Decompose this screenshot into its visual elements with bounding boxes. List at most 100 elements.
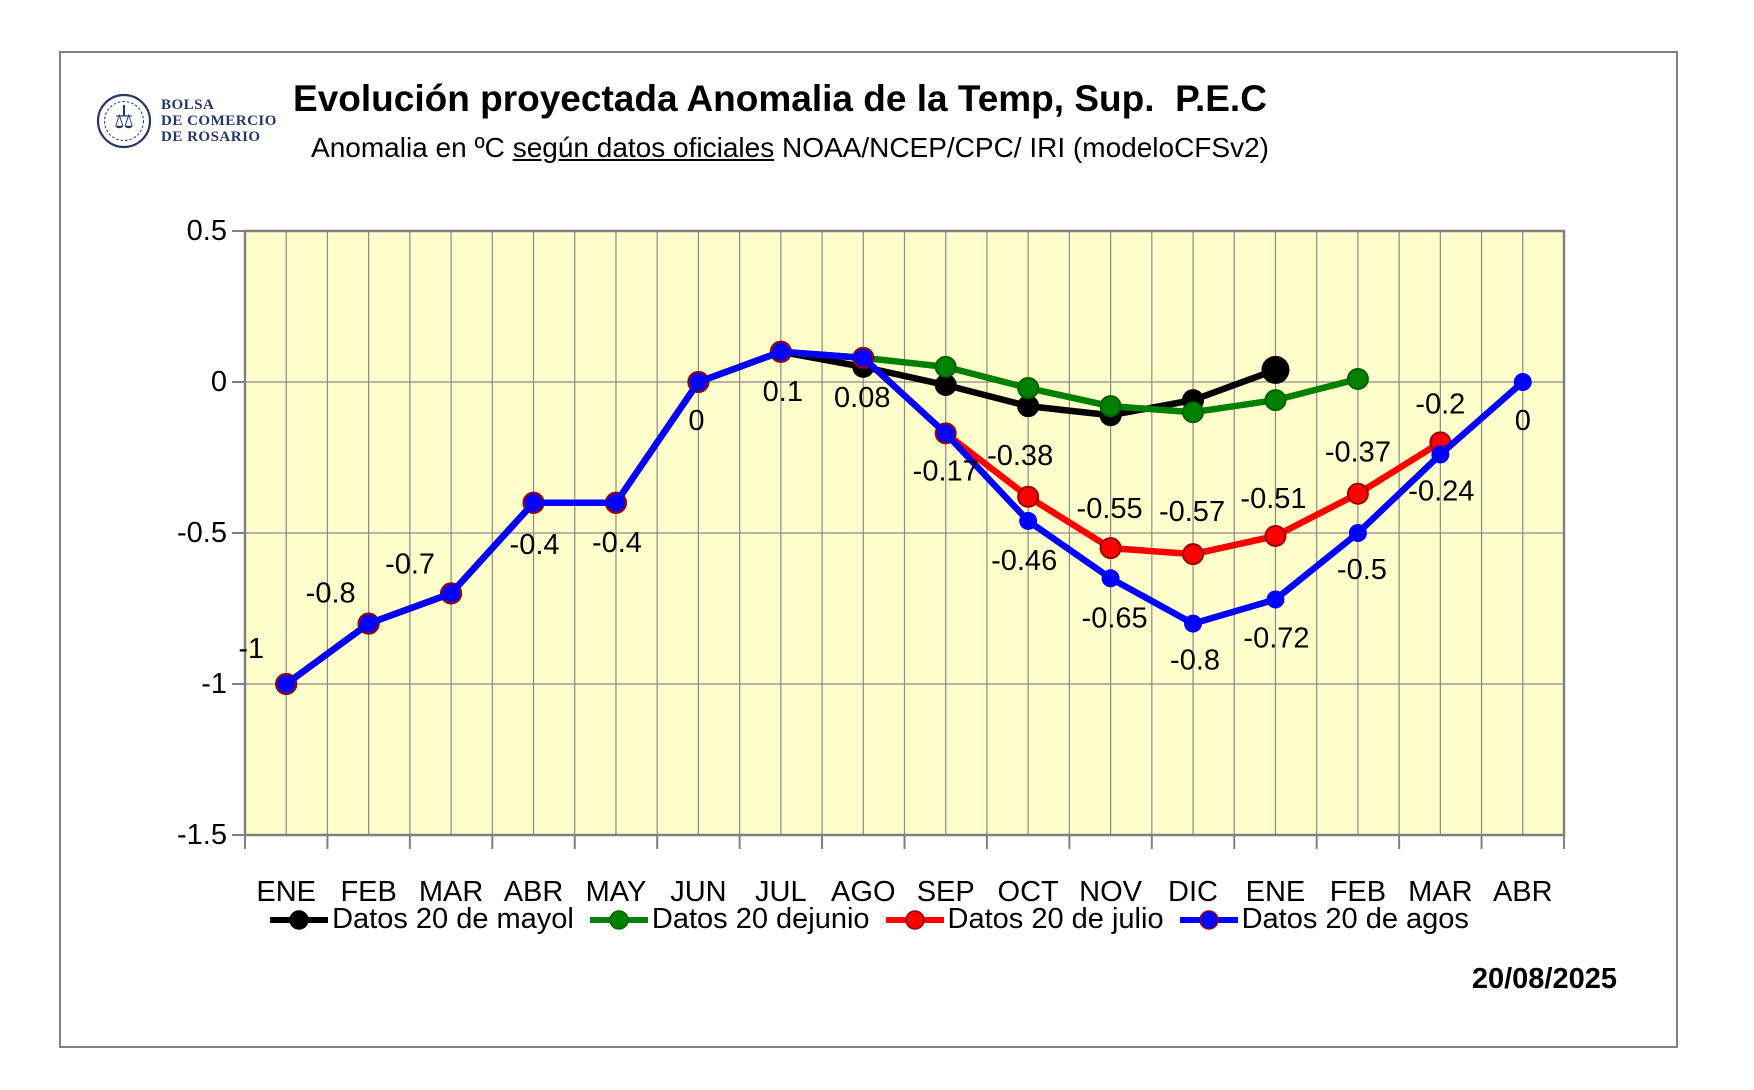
x-axis-label: FEB bbox=[1330, 876, 1386, 908]
data-label: -0.65 bbox=[1082, 602, 1148, 634]
data-label: 0.1 bbox=[763, 376, 803, 408]
data-point bbox=[1099, 395, 1122, 418]
data-label: -0.4 bbox=[510, 529, 560, 561]
data-label: -0.7 bbox=[385, 548, 435, 580]
data-label: -0.24 bbox=[1408, 475, 1474, 507]
legend-item: Datos 20 de agos bbox=[1178, 903, 1469, 936]
data-point bbox=[1184, 614, 1203, 633]
data-point bbox=[1346, 482, 1369, 505]
data-point bbox=[1264, 389, 1287, 412]
data-point bbox=[771, 342, 790, 361]
data-point bbox=[1017, 377, 1040, 400]
data-label: -0.38 bbox=[987, 440, 1053, 472]
x-axis-label: SEP bbox=[917, 876, 975, 908]
legend-label: Datos 20 de julio bbox=[947, 903, 1164, 935]
x-axis-label: AGO bbox=[831, 876, 895, 908]
data-point bbox=[1099, 537, 1122, 560]
data-label: 0 bbox=[688, 405, 704, 437]
data-label: -0.5 bbox=[1337, 554, 1387, 586]
data-point bbox=[442, 584, 461, 603]
data-label: -0.37 bbox=[1325, 437, 1391, 469]
legend-item: Datos 20 de mayol bbox=[268, 903, 574, 936]
data-label: -0.8 bbox=[306, 578, 356, 610]
x-axis-label: ENE bbox=[1246, 876, 1306, 908]
legend-label: Datos 20 dejunio bbox=[651, 903, 870, 935]
data-label: -1 bbox=[238, 633, 264, 665]
y-axis-label: -1 bbox=[201, 668, 227, 700]
data-label: -0.2 bbox=[1415, 388, 1465, 420]
data-point bbox=[1513, 373, 1532, 391]
data-point bbox=[1017, 485, 1040, 508]
chart-subtitle: Anomalia en ºC según datos oficiales NOA… bbox=[200, 132, 1380, 164]
x-axis-label: FEB bbox=[340, 876, 396, 908]
legend: Datos 20 de mayol Datos 20 dejunio Datos 2… bbox=[59, 903, 1678, 936]
data-point bbox=[606, 493, 625, 512]
chart-title: Evolución proyectada Anomalia de la Temp… bbox=[293, 78, 1267, 119]
data-point bbox=[1431, 445, 1450, 464]
data-point bbox=[524, 493, 543, 512]
x-axis-label: MAR bbox=[419, 876, 483, 908]
subtitle-suffix: NOAA/NCEP/CPC/ IRI (modeloCFSv2) bbox=[774, 132, 1269, 163]
data-point bbox=[936, 424, 955, 443]
data-label: -0.57 bbox=[1159, 496, 1225, 528]
data-label: 0.08 bbox=[834, 382, 890, 414]
y-axis-label: -1.5 bbox=[177, 819, 227, 851]
data-point bbox=[1101, 569, 1120, 588]
data-label: 0 bbox=[1515, 405, 1531, 437]
legend-swatch-icon bbox=[270, 909, 329, 930]
legend-item: Datos 20 dejunio bbox=[588, 903, 870, 936]
data-point bbox=[1261, 355, 1290, 384]
logo-line1: BOLSA bbox=[161, 97, 215, 113]
data-point bbox=[934, 355, 957, 378]
data-point bbox=[1348, 524, 1367, 542]
x-axis-label: ENE bbox=[256, 876, 316, 908]
data-point bbox=[1019, 511, 1038, 530]
logo-line2: DE COMERCIO bbox=[161, 113, 277, 129]
logo-line3: DE ROSARIO bbox=[161, 129, 261, 145]
logo-text: BOLSA DE COMERCIO DE ROSARIO bbox=[161, 97, 277, 145]
legend-item: Datos 20 de julio bbox=[884, 903, 1164, 936]
bolsa-comercio-seal-icon: ⚖ bbox=[96, 93, 152, 149]
data-point bbox=[934, 374, 957, 397]
data-point bbox=[277, 675, 296, 693]
legend-swatch-icon bbox=[1179, 909, 1238, 930]
data-point bbox=[1182, 543, 1205, 566]
data-point bbox=[1346, 367, 1369, 390]
date-label: 20/08/2025 bbox=[1471, 963, 1617, 995]
data-label: -0.4 bbox=[592, 527, 642, 559]
legend-label: Datos 20 de agos bbox=[1241, 903, 1469, 935]
data-label: -0.72 bbox=[1243, 622, 1309, 654]
data-label: -0.17 bbox=[913, 455, 979, 487]
x-axis-label: JUL bbox=[755, 876, 807, 908]
y-axis-label: 0 bbox=[211, 366, 227, 398]
subtitle-prefix: Anomalia en ºC bbox=[311, 132, 513, 163]
data-label: -0.55 bbox=[1077, 493, 1143, 525]
data-point bbox=[359, 614, 378, 633]
data-point bbox=[1182, 401, 1205, 424]
subtitle-underlined: según datos oficiales bbox=[512, 132, 775, 163]
x-axis-label: DIC bbox=[1168, 876, 1218, 908]
data-point bbox=[689, 373, 708, 391]
data-point bbox=[1264, 525, 1287, 548]
data-label: -0.46 bbox=[991, 545, 1057, 577]
x-axis-label: MAY bbox=[586, 876, 647, 908]
legend-swatch-icon bbox=[589, 909, 648, 930]
series-line bbox=[282, 348, 1527, 688]
data-point bbox=[1017, 395, 1040, 418]
x-axis-label: OCT bbox=[998, 876, 1060, 908]
x-axis-label: JUN bbox=[670, 876, 726, 908]
svg-text:⚖: ⚖ bbox=[114, 109, 134, 134]
logo: ⚖ BOLSA DE COMERCIO DE ROSARIO bbox=[95, 92, 277, 150]
y-axis-label: -0.5 bbox=[177, 517, 227, 549]
x-axis-label: ABR bbox=[504, 876, 564, 908]
legend-swatch-icon bbox=[885, 909, 944, 930]
y-axis-label: 0.5 bbox=[187, 215, 227, 247]
data-label: -0.8 bbox=[1170, 645, 1220, 677]
data-point bbox=[854, 348, 873, 367]
x-axis-label: MAR bbox=[1408, 876, 1472, 908]
x-axis-label: NOV bbox=[1079, 876, 1143, 908]
data-point bbox=[1266, 590, 1285, 609]
x-axis-label: ABR bbox=[1493, 876, 1553, 908]
